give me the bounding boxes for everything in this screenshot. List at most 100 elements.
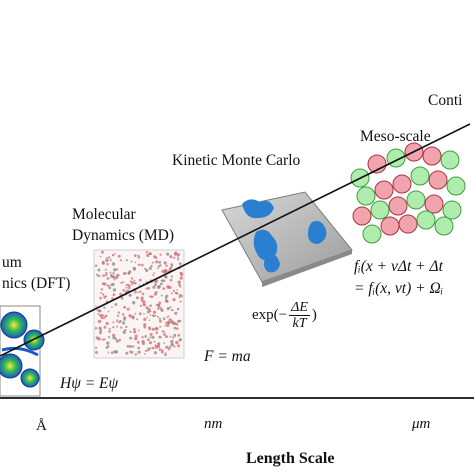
md-particle: [134, 353, 138, 356]
md-particle: [157, 315, 159, 318]
md-particle: [107, 351, 110, 354]
md-particle: [111, 297, 114, 300]
md-particle: [144, 349, 148, 352]
md-particle: [120, 319, 122, 322]
md-particle: [158, 317, 161, 320]
md-particle: [154, 314, 157, 317]
md-particle: [134, 254, 137, 257]
md-particle: [141, 292, 145, 296]
md-particle: [152, 285, 156, 289]
md-particle: [144, 353, 146, 355]
md-particle: [103, 306, 106, 309]
md-particle: [147, 347, 151, 351]
md-particle: [140, 296, 144, 300]
md-particle: [139, 304, 143, 307]
md-particle: [149, 309, 152, 313]
md-particle: [123, 318, 126, 321]
md-particle: [148, 266, 152, 270]
md-particle: [112, 272, 115, 275]
md-particle: [131, 315, 135, 319]
meso-particle: [388, 196, 408, 216]
md-particle: [169, 335, 172, 338]
md-particle: [97, 309, 101, 313]
md-particle: [106, 263, 109, 266]
md-particle: [125, 286, 128, 289]
md-particle: [171, 322, 175, 325]
kmc-equation-exp: exp(−: [252, 307, 288, 324]
md-particle: [104, 268, 107, 271]
md-particle: [138, 278, 142, 282]
axis-title: Length Scale: [246, 450, 335, 467]
md-particle: [129, 336, 133, 340]
md-particle: [150, 264, 153, 268]
md-particle: [94, 327, 98, 330]
md-particle: [113, 350, 117, 354]
md-particle: [174, 252, 178, 256]
md-particle: [176, 327, 179, 330]
kmc-equation-close: ): [311, 307, 317, 324]
md-particle: [149, 304, 152, 308]
md-particle: [102, 260, 105, 264]
md-particle: [162, 287, 165, 290]
kmc-equation: exp(− ΔE kT ): [252, 300, 317, 332]
md-particle: [139, 290, 142, 294]
md-particle: [122, 330, 126, 334]
md-particle: [178, 262, 182, 266]
md-particle: [157, 307, 160, 310]
meso-particle: [434, 216, 454, 236]
md-particle: [170, 256, 173, 259]
md-particle: [101, 338, 105, 341]
md-particle: [145, 306, 149, 310]
md-particle: [134, 282, 137, 285]
md-particle: [99, 292, 102, 294]
md-particle: [120, 296, 124, 300]
md-particle: [97, 268, 101, 272]
meso-particle: [422, 146, 442, 166]
md-particle: [138, 312, 142, 316]
md-particle: [113, 268, 117, 272]
md-particle: [116, 314, 119, 317]
md-particle: [152, 314, 155, 317]
md-particle: [145, 251, 148, 254]
md-particle: [105, 321, 109, 326]
tick-angstrom: Å: [36, 418, 47, 434]
md-particle: [116, 273, 119, 277]
md-particle: [111, 306, 113, 308]
md-particle: [125, 351, 129, 355]
md-particle: [164, 275, 168, 279]
md-particle: [177, 257, 180, 259]
md-particle: [177, 333, 181, 337]
md-particle: [154, 291, 158, 294]
md-particle: [165, 299, 169, 303]
md-particle: [146, 253, 150, 258]
md-particle: [141, 336, 144, 339]
md-particle: [104, 314, 108, 318]
md-particle: [148, 326, 151, 328]
md-particle: [97, 337, 101, 341]
md-particle: [178, 283, 182, 287]
md-particle: [160, 294, 163, 297]
md-particle: [166, 316, 169, 318]
md-particle: [136, 318, 139, 321]
md-particle: [116, 319, 118, 322]
md-particle: [163, 261, 167, 265]
md-particle: [116, 320, 119, 323]
meso-particle: [362, 224, 382, 244]
md-particle: [152, 274, 155, 276]
md-particle: [141, 339, 145, 344]
md-particle: [162, 317, 166, 321]
kmc-equation-numerator: ΔE: [289, 300, 310, 317]
md-particle: [144, 335, 148, 338]
md-particle: [133, 328, 136, 331]
md-particle: [161, 330, 165, 333]
meso-particle: [352, 206, 372, 226]
md-particle: [147, 338, 150, 341]
md-particle: [168, 267, 172, 271]
md-particle: [119, 259, 123, 262]
md-particle: [170, 292, 173, 295]
md-particle: [158, 301, 162, 305]
md-particle: [177, 258, 179, 261]
md-particle: [179, 272, 182, 274]
md-particle: [130, 260, 133, 263]
md-particle: [130, 277, 134, 280]
